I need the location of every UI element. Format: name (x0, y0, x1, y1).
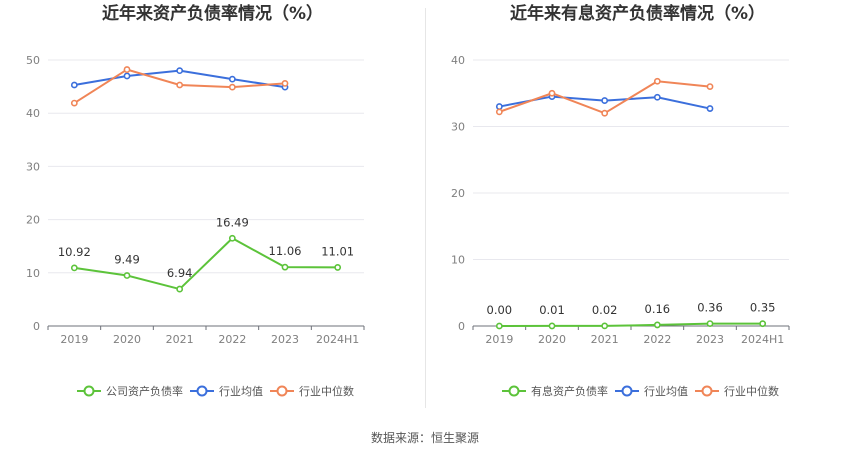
x-tick-label: 2021 (591, 333, 619, 346)
data-point (228, 234, 236, 242)
data-point (495, 322, 503, 330)
chart-title: 近年来有息资产负债率情况（%） (509, 4, 766, 24)
data-point (653, 93, 661, 101)
legend-label: 行业均值 (644, 385, 688, 398)
data-point (548, 89, 556, 97)
x-tick-label: 2024H1 (316, 333, 359, 346)
chart-panel-interest-bearing: 近年来有息资产负债率情况（%） 0 10 20 30 40 2019 2020 2021 202… (425, 0, 850, 410)
x-tick-label: 2020 (538, 333, 566, 346)
data-point (281, 80, 289, 87)
data-source-note: 数据来源：恒生聚源 (370, 431, 479, 445)
y-tick-label: 10 (451, 254, 465, 267)
x-tick-label: 2021 (166, 333, 194, 346)
x-tick-label: 2022 (218, 333, 246, 346)
data-label: 0.36 (697, 301, 723, 315)
data-point (228, 83, 236, 91)
data-label: 11.01 (321, 244, 354, 258)
data-point (70, 264, 78, 272)
data-label: 0.02 (592, 303, 618, 317)
y-tick-label: 40 (26, 107, 40, 120)
legend-marker (621, 385, 633, 397)
legend-item: 行业中位数 (695, 384, 779, 398)
data-label: 0.01 (539, 303, 565, 317)
x-tick-label: 2020 (113, 333, 141, 346)
y-tick-label: 30 (26, 160, 40, 173)
legend-item: 行业均值 (190, 385, 263, 398)
data-point (495, 108, 503, 116)
data-point (495, 103, 503, 110)
legend-marker (508, 385, 520, 397)
data-point (176, 81, 184, 89)
panel-divider (425, 8, 426, 408)
data-point (706, 83, 714, 90)
data-label: 0.16 (645, 302, 671, 316)
data-point (176, 67, 184, 75)
legend-marker (701, 385, 713, 397)
data-point (176, 285, 184, 293)
data-label: 16.49 (216, 215, 249, 229)
legend-label: 公司资产负债率 (106, 384, 183, 398)
y-tick-label: 40 (451, 54, 465, 67)
legend-item: 有息资产负债率 (502, 384, 608, 398)
series-line (74, 237, 338, 291)
line-chart-interest-bearing: 0 10 20 30 40 2019 2020 2021 2022 2023 2024H1 0.00 0… (451, 54, 790, 398)
y-tick-label: 30 (451, 121, 465, 134)
x-tick-label: 2019 (485, 333, 513, 346)
x-tick-label: 2022 (643, 333, 671, 346)
y-tick-label: 0 (33, 320, 40, 333)
data-point (123, 72, 131, 80)
legend-label: 行业中位数 (724, 384, 779, 398)
data-point (123, 272, 131, 279)
chart-title: 近年来资产负债率情况（%） (101, 4, 324, 24)
legend-label: 行业均值 (219, 385, 263, 398)
y-tick-label: 0 (458, 320, 465, 333)
data-point (123, 66, 131, 73)
data-label: 9.49 (114, 253, 140, 267)
y-tick-label: 20 (451, 187, 465, 200)
data-point (601, 97, 609, 104)
legend-marker (83, 385, 95, 397)
data-label: 0.00 (487, 303, 513, 317)
series-line (499, 322, 763, 327)
data-point (653, 321, 661, 329)
data-point (653, 77, 661, 85)
data-label: 6.94 (167, 266, 193, 280)
y-tick-label: 20 (26, 214, 40, 227)
data-point (759, 320, 767, 328)
legend-label: 有息资产负债率 (531, 384, 608, 398)
chart-panel-asset-liability: 近年来资产负债率情况（%） 0 10 20 30 40 50 2019 2020 2021 202… (0, 0, 425, 410)
legend-item: 行业均值 (615, 385, 688, 398)
data-label: 11.06 (269, 244, 302, 258)
legend-marker (196, 385, 208, 397)
line-chart-asset-liability: 0 10 20 30 40 50 2019 2020 2021 2022 2023 2024H1 10.… (26, 54, 365, 398)
x-tick-label: 2019 (60, 333, 88, 346)
data-point (601, 109, 609, 117)
x-tick-label: 2023 (696, 333, 724, 346)
x-tick-label: 2023 (271, 333, 299, 346)
data-point (706, 320, 714, 328)
legend-label: 行业中位数 (299, 384, 354, 398)
y-tick-label: 10 (26, 267, 40, 280)
y-tick-label: 50 (26, 54, 40, 67)
data-point (281, 263, 289, 271)
data-point (70, 81, 78, 89)
data-point (601, 322, 609, 330)
data-point (706, 105, 714, 112)
data-point (228, 75, 236, 83)
x-tick-label: 2024H1 (741, 333, 784, 346)
data-label: 0.35 (750, 301, 776, 315)
legend-item: 行业中位数 (270, 384, 354, 398)
data-label: 10.92 (58, 245, 91, 259)
data-point (548, 322, 556, 330)
data-point (334, 264, 342, 271)
legend-marker (276, 385, 288, 397)
data-point (70, 99, 78, 107)
legend-item: 公司资产负债率 (77, 384, 183, 398)
